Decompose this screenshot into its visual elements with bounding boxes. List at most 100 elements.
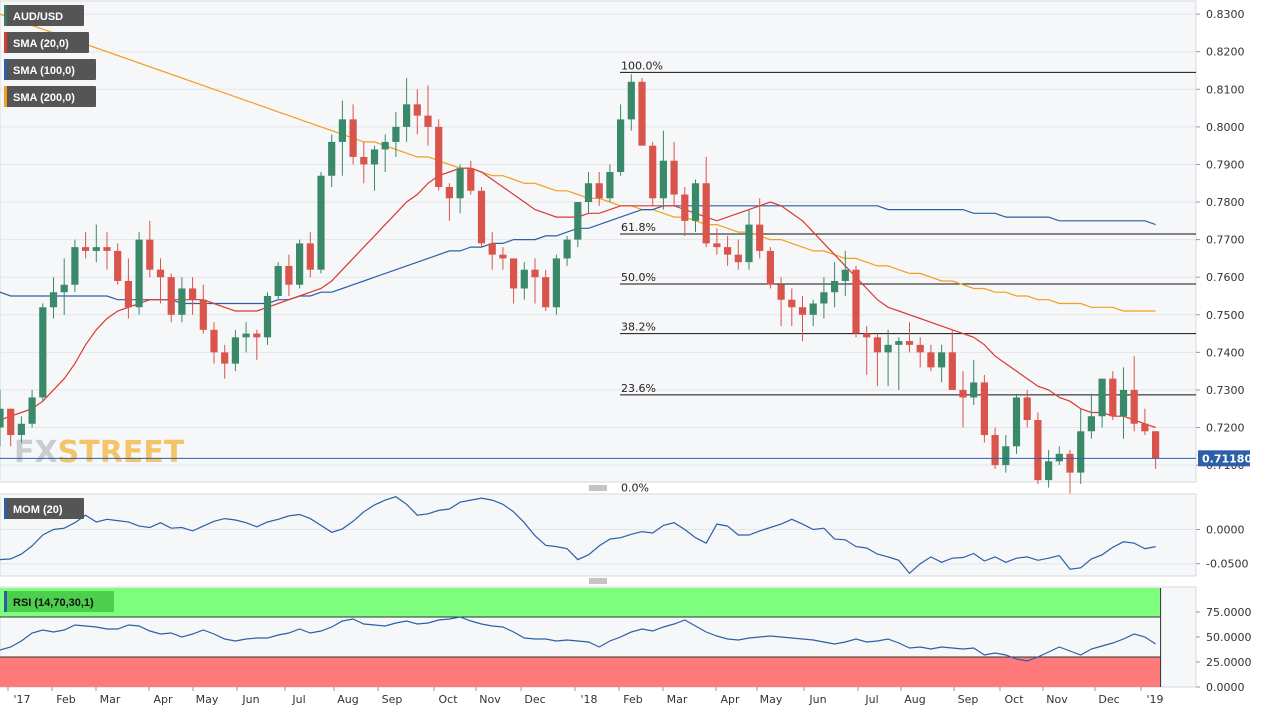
candle [456, 164, 464, 214]
candle [938, 344, 946, 383]
x-tick-label: Feb [56, 693, 75, 706]
candle [1012, 393, 1021, 454]
candle [488, 232, 496, 270]
price-tick-label: 0.7200 [1206, 422, 1245, 435]
legend-color-swatch [4, 32, 7, 53]
candle [702, 156, 710, 248]
candle [895, 337, 903, 390]
price-tick-label: 0.8100 [1206, 83, 1245, 96]
candle [317, 171, 325, 274]
fib-level-label: 0.0% [621, 481, 649, 494]
candle [798, 295, 807, 342]
rsi-y-axis: 75.0000 50.0000 25.0000 0.0000 [1196, 606, 1252, 694]
price-tick-label: 0.7400 [1206, 346, 1245, 359]
candle [60, 258, 68, 315]
candle [563, 235, 571, 266]
candle [606, 164, 614, 203]
candle [510, 258, 518, 304]
candle [296, 239, 304, 289]
legend-color-swatch [4, 5, 7, 26]
legend-item[interactable]: SMA (200,0) [4, 86, 96, 107]
watermark-street: STREET [58, 435, 185, 470]
candle [670, 141, 678, 206]
legend-item[interactable]: SMA (20,0) [4, 32, 89, 53]
candle [7, 408, 15, 447]
x-tick-label: Dec [524, 693, 545, 706]
candle [595, 171, 603, 206]
candle [435, 119, 443, 191]
fib-level-label: 38.2% [621, 321, 656, 334]
candle [274, 262, 282, 300]
candle [253, 329, 261, 360]
candle [103, 232, 111, 270]
price-tick-label: 0.8300 [1206, 8, 1245, 21]
x-tick-label: Sep [958, 693, 979, 706]
candle [831, 262, 839, 308]
candle [873, 333, 881, 387]
watermark-text: FXSTREET [14, 435, 185, 470]
candle [445, 183, 453, 221]
candle [724, 235, 732, 266]
legend-color-swatch [4, 498, 7, 519]
legend-item[interactable]: SMA (100,0) [4, 59, 96, 80]
pane-resize-handle-1[interactable] [588, 485, 608, 491]
candle [1098, 378, 1106, 428]
x-tick-label: Nov [1046, 693, 1068, 706]
candle [17, 416, 25, 443]
candle [1002, 435, 1010, 473]
price-tick-label: 0.7600 [1206, 271, 1245, 284]
rsi-tick-label: 75.0000 [1206, 606, 1252, 619]
candle [370, 145, 379, 191]
candle [638, 78, 646, 146]
fib-level-label: 61.8% [621, 221, 656, 234]
fib-level-label: 23.6% [621, 382, 656, 395]
candle [499, 247, 507, 270]
candle [1023, 389, 1031, 428]
candle [691, 179, 700, 233]
candle [178, 277, 186, 323]
candle [959, 371, 967, 428]
rsi-panel: 75.0000 50.0000 25.0000 0.0000 RSI (14,70,3… [0, 586, 1252, 694]
legend-label: AUD/USD [13, 11, 63, 23]
candle [863, 326, 871, 375]
candle [403, 78, 411, 142]
candle [167, 273, 175, 323]
x-tick-label: Mar [667, 693, 688, 706]
candle [124, 258, 132, 319]
candle [916, 337, 924, 368]
rsi-oversold-zone [0, 657, 1161, 687]
price-tick-label: 0.7700 [1206, 234, 1245, 247]
rsi-line [0, 616, 1156, 662]
pane-resize-handle-2[interactable] [588, 578, 608, 584]
candle [649, 141, 657, 206]
x-tick-label: Dec [1098, 693, 1119, 706]
candle [114, 243, 122, 285]
candle [1066, 450, 1074, 496]
candle [392, 111, 400, 157]
candle [659, 130, 667, 210]
legend-item[interactable]: AUD/USD [4, 5, 84, 26]
legend-item[interactable]: RSI (14,70,30,1) [4, 591, 114, 612]
candle [135, 232, 143, 315]
mom-panel: 0.0000 -0.0500 MOM (20) [0, 493, 1248, 577]
legend-label: RSI (14,70,30,1) [13, 597, 94, 609]
candle [477, 187, 486, 248]
candle [1087, 393, 1095, 439]
mom-y-axis: 0.0000 -0.0500 [1196, 524, 1248, 571]
current-price-text: 0.71180 [1202, 452, 1252, 465]
price-tick-label: 0.7300 [1206, 384, 1245, 397]
candle [734, 239, 742, 270]
candle [349, 104, 357, 165]
candlesticks [0, 74, 1160, 496]
price-tick-label: 0.8000 [1206, 121, 1245, 134]
mom-grid [0, 529, 1196, 565]
legend-label: SMA (200,0) [13, 92, 75, 104]
candle [809, 299, 817, 327]
mom-tick-label: -0.0500 [1206, 558, 1248, 571]
watermark-fx: FX [14, 435, 58, 470]
candle [681, 187, 689, 236]
candle [28, 389, 36, 428]
legend-item[interactable]: MOM (20) [4, 498, 84, 519]
x-tick-label: Sep [382, 693, 403, 706]
